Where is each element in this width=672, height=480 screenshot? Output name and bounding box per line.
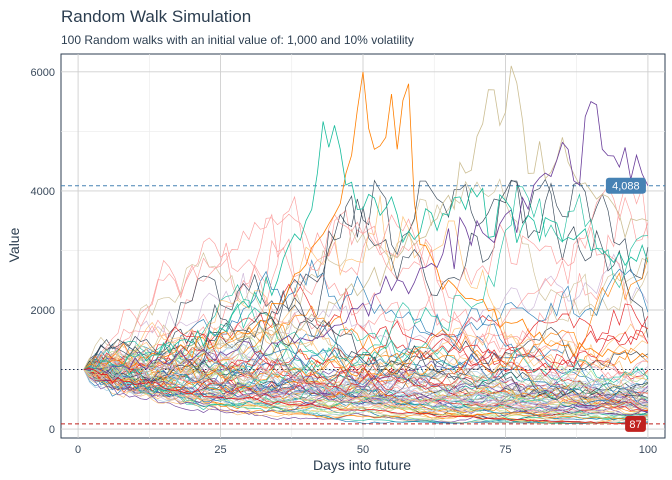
walk-line [83,326,648,415]
walk-line [83,355,648,410]
x-tick-label: 50 [357,444,369,456]
walk-line [83,345,648,419]
walk-line [83,369,648,419]
walk-line [83,335,649,409]
walk-line [83,357,648,405]
walk-line [83,354,649,408]
walk-line [83,213,649,377]
y-tick-label: 0 [49,424,55,436]
y-tick-label: 2000 [31,305,55,317]
walk-line [83,352,648,416]
walk-line [83,257,649,393]
x-axis-ticks: 0 25 50 75 100 [75,444,657,456]
walk-line [83,368,648,413]
walk-line-peak-50 [83,71,649,372]
walk-line [83,360,648,411]
walk-line [83,361,649,409]
walk-line-peak-90 [83,101,649,374]
x-tick-label: 75 [499,444,511,456]
walk-line [83,305,649,383]
walk-line [83,284,649,402]
walk-line [83,348,648,407]
walk-line [83,351,648,421]
walk-line [83,367,648,418]
walk-line [83,348,648,405]
y-tick-label: 4000 [31,186,55,198]
series-lines [83,65,649,425]
walk-line [83,343,648,417]
walk-line-peak-76 [83,65,649,374]
walk-line [83,259,649,400]
y-axis-title: Value [6,227,22,262]
badge-min-final [625,415,646,432]
walk-line [83,178,649,370]
x-tick-label: 100 [639,444,657,456]
walk-line [83,331,649,411]
walk-line [83,185,649,370]
walk-line [83,209,648,389]
walk-line-peak-45 [83,121,649,370]
walk-line [83,369,649,412]
walk-line [83,335,649,404]
badge-label-max-final: 4,088 [612,181,640,193]
walk-line [83,356,649,417]
x-tick-label: 0 [75,444,81,456]
walk-line [83,363,649,420]
chart-title: Random Walk Simulation [61,7,252,26]
badge-label-min-final: 87 [629,419,641,431]
walk-line [83,303,649,394]
x-axis-title: Days into future [313,457,411,473]
x-tick-label: 25 [214,444,226,456]
reference-badges: 4,088 87 [605,177,646,432]
badge-max-final [605,177,646,194]
walk-line [83,343,648,402]
y-axis-ticks: 0 2000 4000 6000 [31,67,55,436]
walk-line [83,195,649,379]
walk-line [83,186,648,399]
y-tick-label: 6000 [31,67,55,79]
walk-line [83,346,649,414]
walk-line [83,313,649,405]
chart-subtitle: 100 Random walks with an initial value o… [61,33,414,47]
walk-line-final-min [83,367,648,425]
